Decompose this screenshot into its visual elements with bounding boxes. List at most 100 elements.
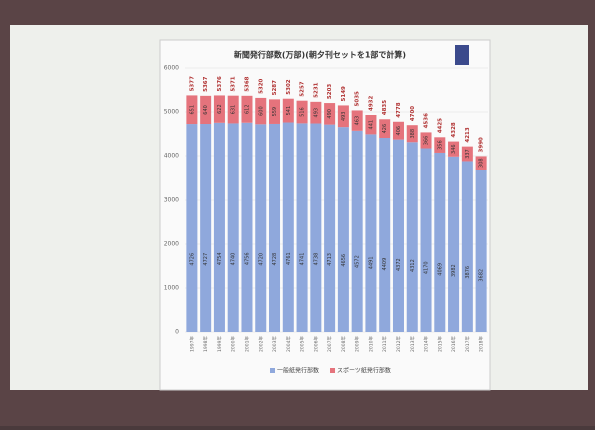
bar-segment [379, 119, 391, 139]
total-label: 4536 [424, 113, 430, 128]
x-tick-label: 2008年 [340, 336, 347, 352]
x-tick-label: 2003年 [271, 336, 278, 352]
y-tick-label: 5000 [164, 109, 179, 116]
x-tick-label: 2001年 [243, 336, 250, 352]
bar-segment [282, 98, 294, 123]
total-label: 5231 [313, 82, 319, 97]
bar-segment [255, 97, 267, 125]
value-label: 388 [410, 129, 416, 139]
x-tick-label: 2005年 [299, 336, 306, 352]
value-label: 651 [189, 105, 195, 115]
total-label: 5149 [341, 86, 347, 101]
total-label: 4213 [465, 127, 471, 142]
value-label: 4713 [327, 253, 333, 266]
total-label: 5368 [244, 76, 250, 91]
value-label: 3876 [465, 266, 471, 279]
x-tick-label: 2002年 [257, 336, 264, 352]
x-tick-label: 2017年 [464, 336, 471, 352]
bar-segment [461, 146, 473, 162]
total-label: 4835 [382, 100, 388, 115]
value-label: 612 [244, 104, 250, 114]
y-tick-label: 6000 [164, 65, 179, 72]
x-tick-label: 2007年 [326, 336, 333, 352]
bar-segment [475, 156, 487, 170]
y-tick-label: 2000 [164, 241, 179, 248]
value-label: 4728 [272, 253, 278, 266]
value-label: 4741 [300, 253, 306, 266]
value-label: 337 [465, 149, 471, 159]
legend-label: スポーツ紙発行部数 [337, 367, 391, 375]
value-label: 441 [368, 120, 374, 130]
bar-segment [186, 124, 198, 332]
bar-segment [241, 122, 253, 333]
total-label: 5035 [355, 91, 361, 106]
x-tick-label: 2015年 [436, 336, 443, 352]
bar-segment [420, 132, 432, 149]
bar-segment [406, 125, 418, 143]
x-tick-label: 2016年 [450, 336, 457, 352]
bar-segment [186, 95, 198, 125]
total-label: 5367 [203, 76, 209, 91]
total-label: 5287 [272, 80, 278, 95]
value-label: 493 [313, 108, 319, 118]
total-label: 4932 [368, 96, 374, 111]
bar-segment [213, 122, 225, 332]
value-label: 4170 [424, 261, 430, 274]
total-label: 4778 [396, 102, 402, 117]
legend-swatch [270, 368, 275, 373]
x-tick-label: 2014年 [423, 336, 430, 352]
value-label: 4727 [203, 253, 209, 266]
total-label: 5203 [327, 84, 333, 99]
total-label: 3990 [479, 137, 485, 152]
value-label: 4754 [217, 252, 223, 265]
value-label: 631 [231, 105, 237, 115]
value-label: 426 [382, 124, 388, 134]
value-label: 4372 [396, 258, 402, 271]
bar-segment [448, 156, 460, 332]
total-label: 5257 [300, 81, 306, 96]
total-label: 4328 [451, 122, 457, 137]
bar-segment [448, 141, 460, 157]
legend-label: 一般紙発行部数 [277, 367, 319, 375]
value-label: 4738 [313, 253, 319, 266]
bar-segment [324, 124, 336, 333]
value-label: 4491 [368, 256, 374, 269]
x-tick-label: 2010年 [367, 336, 374, 352]
total-label: 5302 [286, 79, 292, 94]
value-label: 4069 [437, 263, 443, 276]
x-tick-label: 2011年 [381, 336, 388, 352]
x-tick-label: 2009年 [354, 336, 361, 352]
total-label: 4700 [410, 106, 416, 121]
value-label: 640 [203, 105, 209, 115]
bar-segment [227, 95, 239, 124]
total-label: 5376 [217, 76, 223, 91]
bar-segment [227, 123, 239, 332]
value-label: 4720 [258, 253, 264, 266]
bar-segment [269, 123, 281, 332]
bar-segment [255, 124, 267, 332]
total-label: 5377 [189, 76, 195, 91]
value-label: 4312 [410, 259, 416, 272]
bar-segment [213, 95, 225, 123]
bar-segment [310, 101, 322, 124]
bar-segment [296, 123, 308, 332]
value-label: 516 [300, 107, 306, 117]
bar-segment [241, 95, 253, 123]
value-label: 3682 [479, 269, 485, 282]
y-tick-label: 1000 [164, 285, 179, 292]
total-label: 5320 [258, 78, 264, 93]
total-label: 4425 [437, 118, 443, 133]
value-label: 4409 [382, 258, 388, 271]
bar-segment [475, 169, 487, 332]
value-label: 346 [451, 144, 457, 154]
value-label: 463 [355, 116, 361, 126]
value-label: 4740 [231, 253, 237, 266]
bar-segment [310, 123, 322, 332]
chart-title: 新聞発行部数(万部)(朝夕刊セットを1部で計算) [234, 50, 406, 60]
y-tick-label: 4000 [164, 153, 179, 160]
bar-segment [365, 114, 377, 135]
value-label: 600 [258, 106, 264, 116]
total-label: 5371 [231, 76, 237, 91]
